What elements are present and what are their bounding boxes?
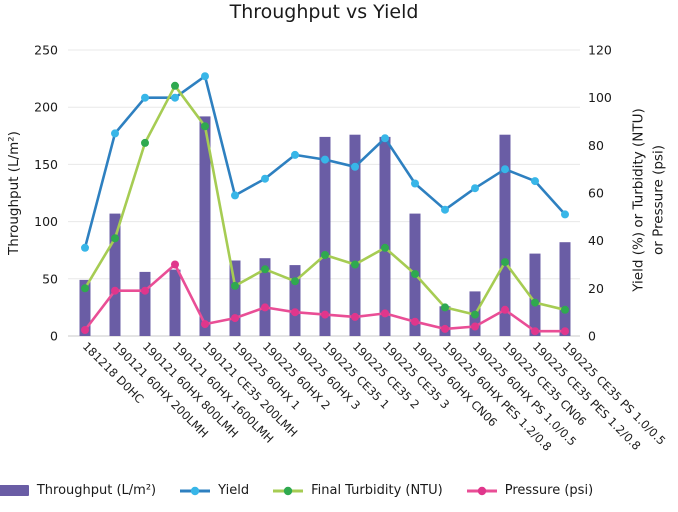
final-marker <box>111 234 119 243</box>
final-marker <box>531 298 539 307</box>
pressure-marker <box>261 303 269 312</box>
right-axis-tick-label: 0 <box>588 329 596 344</box>
throughput-bar <box>499 134 511 336</box>
throughput-bar <box>319 136 331 336</box>
yield-marker <box>201 72 209 81</box>
pressure-marker <box>321 310 329 319</box>
throughput-bar <box>199 116 211 337</box>
legend-label-yield: Yield <box>218 483 250 498</box>
pressure-marker <box>201 320 209 329</box>
final-marker <box>411 270 419 278</box>
legend-item-yield: Yield <box>180 483 249 498</box>
pressure-marker <box>531 327 539 336</box>
pressure-marker <box>471 322 479 331</box>
yield-marker <box>111 129 119 138</box>
right-axis-tick-label: 60 <box>588 186 604 201</box>
right-axis-tick-label: 80 <box>588 138 604 153</box>
right-axis-tick-label: 20 <box>588 281 604 296</box>
final-marker <box>501 258 509 267</box>
yield-marker <box>411 179 419 188</box>
yield-marker <box>531 177 539 186</box>
pressure-marker <box>441 324 449 333</box>
final-marker <box>231 281 239 290</box>
left-axis-tick-label: 250 <box>34 43 58 58</box>
throughput-bar <box>289 265 301 336</box>
left-axis-tick-label: 50 <box>42 271 58 286</box>
throughput-bar <box>379 136 391 336</box>
final-marker <box>471 310 479 319</box>
throughput-bar <box>109 213 121 336</box>
throughput-bar <box>349 134 361 336</box>
throughput-bar <box>169 269 181 336</box>
throughput-bar-swatch-icon <box>0 485 29 496</box>
yield-marker <box>171 93 179 102</box>
throughput-bar <box>529 253 541 336</box>
left-axis-tick-label: 100 <box>34 214 58 229</box>
yield-marker <box>471 184 479 193</box>
legend-item-throughput: Throughput (L/m²) <box>0 483 156 498</box>
legend-label-turbidity: Final Turbidity (NTU) <box>311 483 443 498</box>
legend-item-turbidity: Final Turbidity (NTU) <box>273 483 443 498</box>
turbidity-line-swatch-icon <box>273 486 304 495</box>
pressure-marker <box>501 305 509 314</box>
left-axis-tick-label: 0 <box>50 329 58 344</box>
pressure-marker <box>81 326 89 334</box>
left-axis-tick-label: 200 <box>34 100 58 115</box>
pressure-marker <box>231 314 239 323</box>
yield-marker <box>321 155 329 164</box>
final-marker <box>381 243 389 252</box>
pressure-marker <box>141 286 149 295</box>
final-marker <box>81 284 89 293</box>
chart-title: Throughput vs Yield <box>229 1 419 23</box>
throughput-bar <box>259 258 271 336</box>
pressure-marker <box>411 317 419 326</box>
pressure-marker <box>561 327 569 336</box>
right-axis-tick-label: 100 <box>588 90 612 105</box>
throughput-bar <box>79 279 91 336</box>
yield-line-swatch-icon <box>180 486 211 495</box>
final-marker <box>201 122 209 131</box>
final-marker <box>561 305 569 314</box>
final-marker <box>261 265 269 274</box>
throughput-bar <box>229 260 241 336</box>
final-marker <box>291 277 299 286</box>
yield-marker <box>351 162 359 171</box>
yield-marker <box>231 191 239 200</box>
left-axis-tick-label: 150 <box>34 157 58 172</box>
final-marker <box>441 303 449 312</box>
legend-label-pressure: Pressure (psi) <box>504 483 594 498</box>
yield-marker <box>291 150 299 159</box>
yield-marker <box>501 165 509 174</box>
pressure-marker <box>351 312 359 321</box>
final-marker <box>171 81 179 90</box>
yield-marker <box>261 174 269 183</box>
right-axis-tick-label: 120 <box>588 43 612 58</box>
final-marker <box>351 260 359 269</box>
throughput-bar <box>139 271 151 336</box>
legend-item-pressure: Pressure (psi) <box>466 483 594 498</box>
legend-label-throughput: Throughput (L/m²) <box>36 483 157 498</box>
yield-marker <box>561 210 569 219</box>
final-marker <box>141 138 149 147</box>
pressure-marker <box>291 308 299 317</box>
yield-marker <box>141 93 149 102</box>
pressure-line-swatch-icon <box>466 486 497 495</box>
pressure-marker <box>381 309 389 318</box>
final-marker <box>321 251 329 259</box>
yield-marker <box>381 134 389 143</box>
legend: Throughput (L/m²) Yield Final Turbidity … <box>0 483 594 498</box>
throughput-bar <box>439 306 451 336</box>
right-axis-tick-label: 40 <box>588 233 604 248</box>
throughput-bar <box>559 242 571 336</box>
pressure-marker <box>171 260 179 269</box>
yield-marker <box>81 243 89 252</box>
yield-marker <box>441 205 449 214</box>
pressure-marker <box>111 286 119 295</box>
